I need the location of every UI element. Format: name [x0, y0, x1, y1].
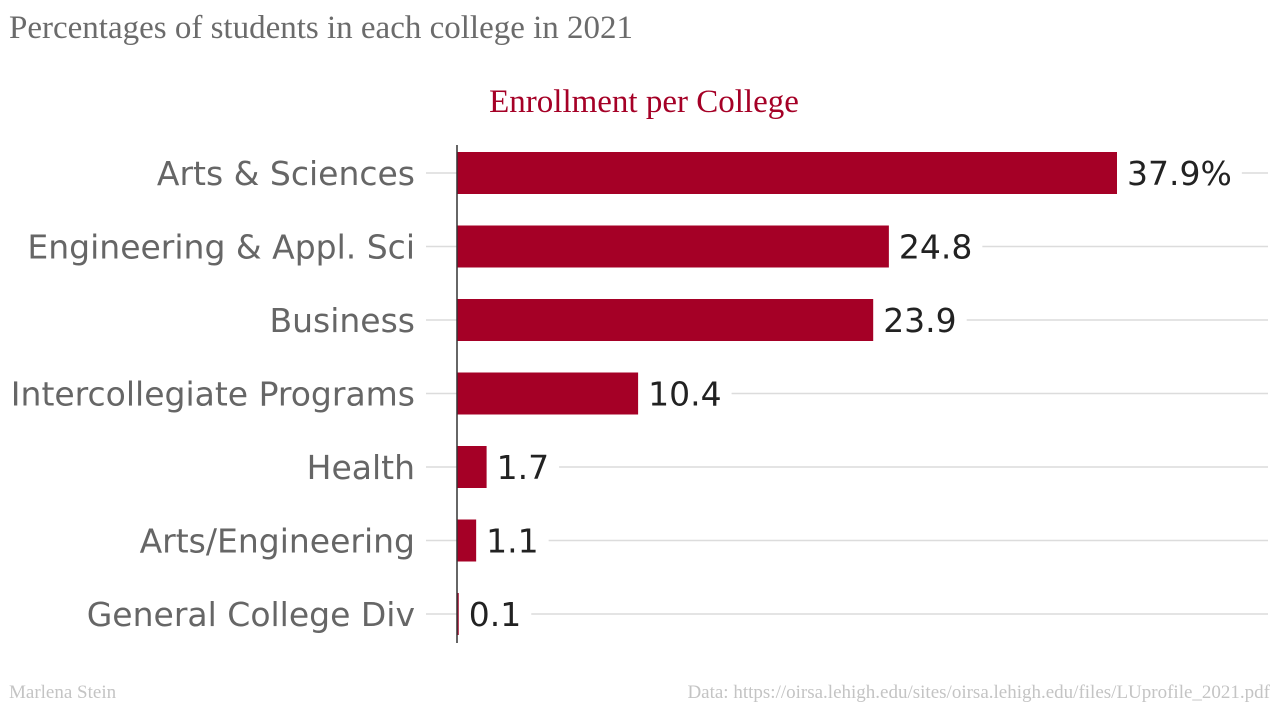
value-label: 0.1: [469, 595, 521, 634]
value-labels: 37.9% 24.8 23.9 10.4 1.7 1.1 0.1: [469, 154, 1232, 634]
category-label: Arts & Sciences: [157, 154, 415, 193]
bar: [457, 372, 639, 415]
category-label: Arts/Engineering: [140, 522, 415, 561]
footer-author: Marlena Stein: [9, 682, 117, 703]
value-label: 23.9: [883, 301, 956, 340]
footer-source: Data: https://oirsa.lehigh.edu/sites/oir…: [687, 682, 1270, 703]
bar: [457, 225, 889, 268]
bar: [457, 593, 459, 635]
gridlines: [426, 172, 1268, 615]
bar: [457, 152, 1117, 194]
category-label: Business: [269, 301, 415, 340]
category-label: General College Div: [87, 595, 415, 634]
category-label: Engineering & Appl. Sci: [27, 228, 415, 267]
bars: [457, 152, 1117, 635]
value-label: 1.1: [486, 522, 538, 561]
bar: [457, 446, 487, 488]
category-labels: Arts & Sciences Engineering & Appl. Sci Bu…: [11, 154, 415, 634]
category-label: Intercollegiate Programs: [11, 375, 415, 414]
value-label: 10.4: [648, 375, 721, 414]
chart-title: Enrollment per College: [489, 84, 799, 120]
page-title: Percentages of students in each college …: [9, 10, 634, 46]
value-label: 1.7: [497, 448, 549, 487]
category-label: Health: [307, 448, 415, 487]
bar: [457, 519, 477, 562]
value-label: 24.8: [899, 228, 972, 267]
value-label: 37.9%: [1127, 154, 1232, 193]
bar: [457, 299, 874, 341]
